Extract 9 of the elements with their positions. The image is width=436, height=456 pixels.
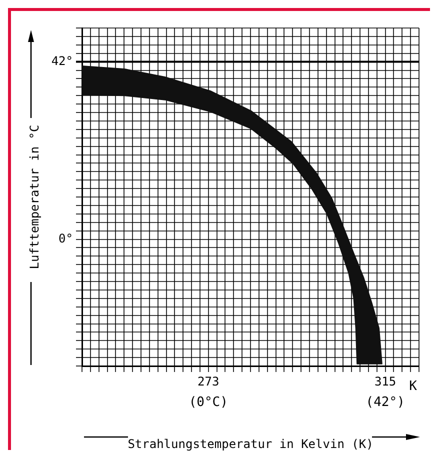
text: (42°): [366, 394, 405, 410]
y-axis-title: Lufttemperatur in °C: [27, 124, 42, 270]
text: K: [409, 378, 418, 394]
x-tick-label: 315: [374, 374, 396, 388]
x-axis-title: Strahlungstemperatur in Kelvin (K): [128, 436, 374, 451]
y-tick-label: 0°: [58, 231, 73, 246]
x-tick-label: 273: [198, 374, 220, 388]
text: (0°C): [188, 394, 228, 410]
y-tick-label: 42°: [51, 54, 73, 68]
